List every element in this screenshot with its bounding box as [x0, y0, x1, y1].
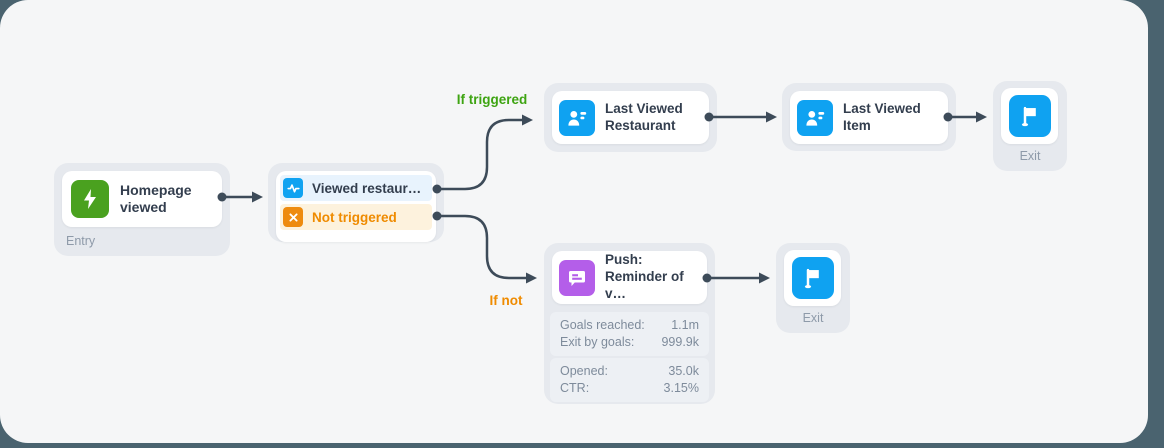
contact-card-icon [797, 99, 833, 136]
not-triggered-row-label: Not triggered [312, 209, 397, 225]
exit-top-label: Exit [1019, 149, 1041, 163]
last-viewed-item-card[interactable]: Last Viewed Item [790, 91, 948, 144]
condition-row-triggered[interactable]: Viewed restaur… [280, 175, 432, 201]
stat-row: Goals reached: 1.1m [560, 317, 699, 334]
pulse-icon [283, 178, 303, 198]
exit-node-bottom[interactable]: Exit [776, 243, 850, 333]
push-engagement-stats: Opened: 35.0k CTR: 3.15% [550, 358, 709, 402]
chat-message-icon [559, 259, 595, 296]
lightning-icon [71, 180, 109, 218]
push-node-title: Push: Reminder of v… [605, 252, 700, 302]
stat-value: 3.15% [663, 381, 699, 395]
condition-node-card: Viewed restaur… Not triggered [276, 171, 436, 242]
stat-value: 1.1m [671, 318, 699, 332]
last-viewed-restaurant-title: Last Viewed Restaurant [605, 100, 683, 133]
contact-card-icon [559, 99, 595, 136]
if-not-label: If not [489, 293, 523, 308]
stat-label: Goals reached: [560, 318, 645, 332]
entry-node-title: Homepage viewed [120, 181, 192, 215]
last-viewed-item-title: Last Viewed Item [843, 100, 921, 133]
last-viewed-restaurant-node[interactable]: Last Viewed Restaurant [544, 83, 717, 152]
flag-icon [791, 257, 834, 299]
condition-node[interactable]: Viewed restaur… Not triggered [268, 163, 444, 242]
stat-row: CTR: 3.15% [560, 380, 699, 397]
last-viewed-item-node[interactable]: Last Viewed Item [782, 83, 956, 151]
entry-node-card[interactable]: Homepage viewed [62, 171, 222, 227]
flow-canvas[interactable]: Homepage viewed Entry Viewed restaur… [0, 0, 1148, 443]
stat-row: Opened: 35.0k [560, 363, 699, 380]
condition-row-label: Viewed restaur… [312, 180, 422, 196]
stat-value: 999.9k [661, 335, 699, 349]
exit-node-top[interactable]: Exit [993, 81, 1067, 171]
stat-label: Opened: [560, 364, 608, 378]
push-node-card[interactable]: Push: Reminder of v… [552, 251, 707, 304]
last-viewed-restaurant-card[interactable]: Last Viewed Restaurant [552, 91, 709, 144]
exit-node-top-card[interactable] [1001, 88, 1058, 144]
x-icon [283, 207, 303, 227]
exit-node-bottom-card[interactable] [784, 250, 841, 306]
push-node[interactable]: Push: Reminder of v… Goals reached: 1.1m… [544, 243, 715, 404]
stat-label: Exit by goals: [560, 335, 635, 349]
push-goal-stats: Goals reached: 1.1m Exit by goals: 999.9… [550, 312, 709, 356]
entry-badge: Entry [66, 234, 96, 248]
stat-row: Exit by goals: 999.9k [560, 334, 699, 351]
if-triggered-label: If triggered [456, 92, 528, 107]
exit-bottom-label: Exit [802, 311, 824, 325]
entry-node[interactable]: Homepage viewed Entry [54, 163, 230, 256]
condition-row-not-triggered[interactable]: Not triggered [280, 204, 432, 230]
push-title-line2: Reminder of v… [605, 269, 684, 301]
stat-label: CTR: [560, 381, 590, 395]
push-title-line1: Push: [605, 252, 643, 268]
stat-value: 35.0k [668, 364, 699, 378]
flag-icon [1008, 95, 1051, 137]
